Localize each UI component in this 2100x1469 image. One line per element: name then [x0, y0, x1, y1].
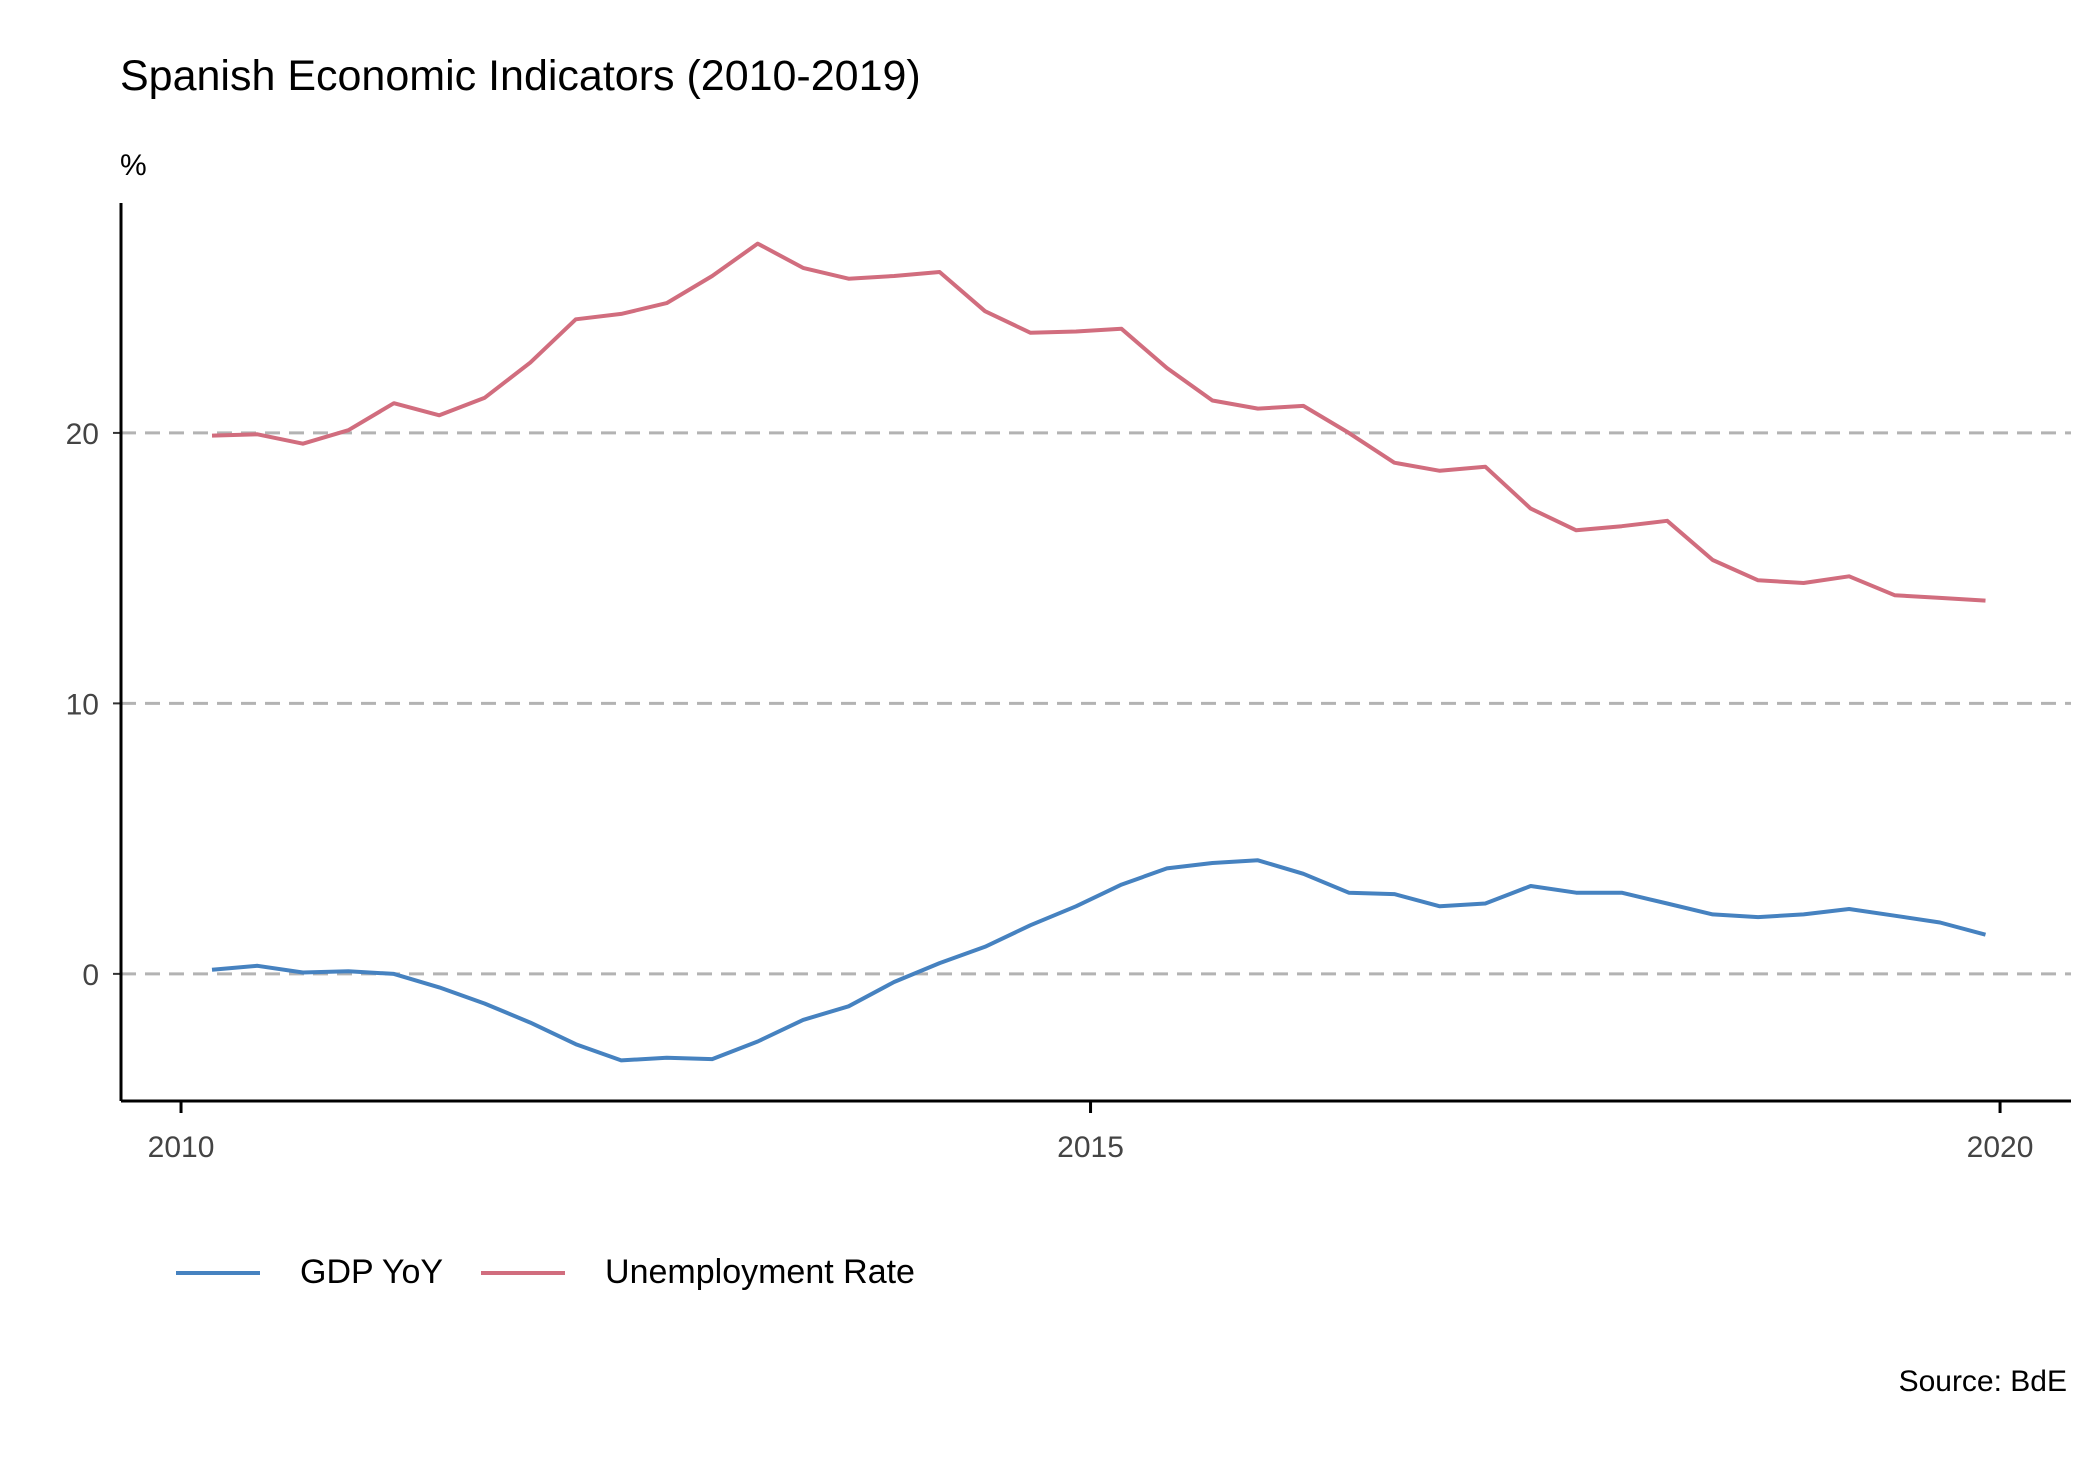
y-tick-label-10: 10 [66, 688, 99, 721]
series-line-unemployment-rate [211, 241, 1986, 603]
series-line-gdp-yoy [211, 858, 1987, 1063]
gridlines [121, 431, 2071, 976]
series-lines [211, 241, 1987, 1063]
x-tick-label-2015: 2015 [1057, 1131, 1124, 1164]
legend-item-gdp-yoy: GDP YoY [176, 1253, 443, 1292]
legend-swatch-gdp-yoy [176, 1270, 260, 1275]
legend-label-gdp-yoy: GDP YoY [300, 1253, 444, 1291]
x-tick-label-2010: 2010 [148, 1131, 215, 1164]
y-tick-label-0: 0 [82, 959, 99, 992]
x-tick-label-2020: 2020 [1967, 1131, 2034, 1164]
chart-title: Spanish Economic Indicators (2010-2019) [120, 52, 921, 100]
legend-swatch-unemployment-rate [481, 1270, 566, 1275]
y-tick-label-20: 20 [66, 418, 99, 451]
x-ticks: 2010 2015 2020 [148, 1101, 2034, 1164]
y-tick-labels: 0 10 20 [66, 418, 121, 992]
source-caption: Source: BdE [1898, 1365, 2067, 1398]
y-axis-label: % [120, 149, 147, 182]
legend-item-unemployment-rate: Unemployment Rate [481, 1253, 915, 1292]
legend: GDP YoY Unemployment Rate [176, 1253, 953, 1292]
axes [119, 203, 2071, 1103]
legend-label-unemployment-rate: Unemployment Rate [605, 1253, 915, 1291]
